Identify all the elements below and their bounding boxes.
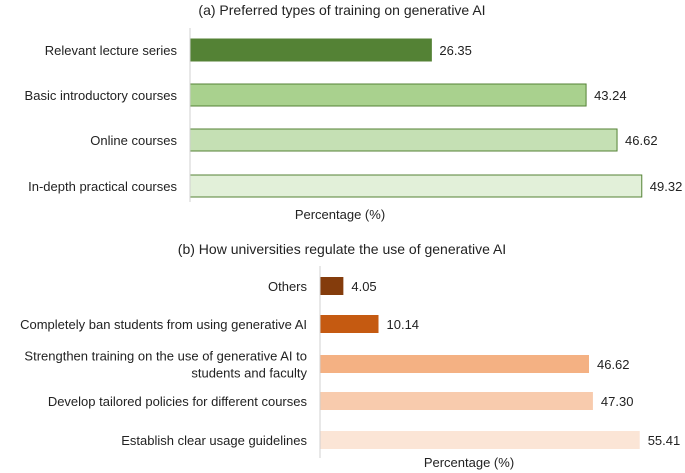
chart-b-bar xyxy=(320,315,379,333)
chart-a-category-label: In-depth practical courses xyxy=(28,179,177,194)
chart-a-category-label: Relevant lecture series xyxy=(45,43,178,58)
chart-a-bar xyxy=(189,83,587,107)
chart-a-category-label: Basic introductory courses xyxy=(25,88,178,103)
chart-a-bar xyxy=(189,38,432,62)
chart-b-bar xyxy=(320,431,640,449)
chart-b-bar xyxy=(320,355,589,373)
chart-a-value-label: 46.62 xyxy=(625,133,658,148)
chart-b-category-label: Completely ban students from using gener… xyxy=(20,317,307,332)
chart-b-value-label: 55.41 xyxy=(648,433,681,448)
chart-a-category-label: Online courses xyxy=(90,133,177,148)
chart-b-value-label: 47.30 xyxy=(601,394,634,409)
chart-b-category-label: Others xyxy=(268,279,308,294)
chart-b-bar xyxy=(320,392,593,410)
chart-b-bar xyxy=(320,277,344,295)
chart-b-category-label: Strengthen training on the use of genera… xyxy=(24,349,307,381)
chart-a-value-label: 43.24 xyxy=(594,88,627,103)
chart-b-category-label: Develop tailored policies for different … xyxy=(48,394,308,409)
chart-a-bar xyxy=(189,174,643,198)
chart-a-bar xyxy=(189,128,618,152)
chart-a-preferred-training: (a) Preferred types of training on gener… xyxy=(25,2,683,222)
chart-b-x-axis-label: Percentage (%) xyxy=(424,455,514,470)
chart-a-value-label: 49.32 xyxy=(650,179,683,194)
chart-a-title: (a) Preferred types of training on gener… xyxy=(198,2,485,18)
chart-b-value-label: 46.62 xyxy=(597,357,630,372)
chart-b-title: (b) How universities regulate the use of… xyxy=(178,241,506,257)
chart-a-value-label: 26.35 xyxy=(439,43,472,58)
chart-b-category-label: Establish clear usage guidelines xyxy=(121,433,307,448)
chart-b-value-label: 10.14 xyxy=(387,317,420,332)
chart-b-university-regulation: (b) How universities regulate the use of… xyxy=(20,241,681,470)
chart-b-value-label: 4.05 xyxy=(351,279,376,294)
chart-a-x-axis-label: Percentage (%) xyxy=(295,207,385,222)
